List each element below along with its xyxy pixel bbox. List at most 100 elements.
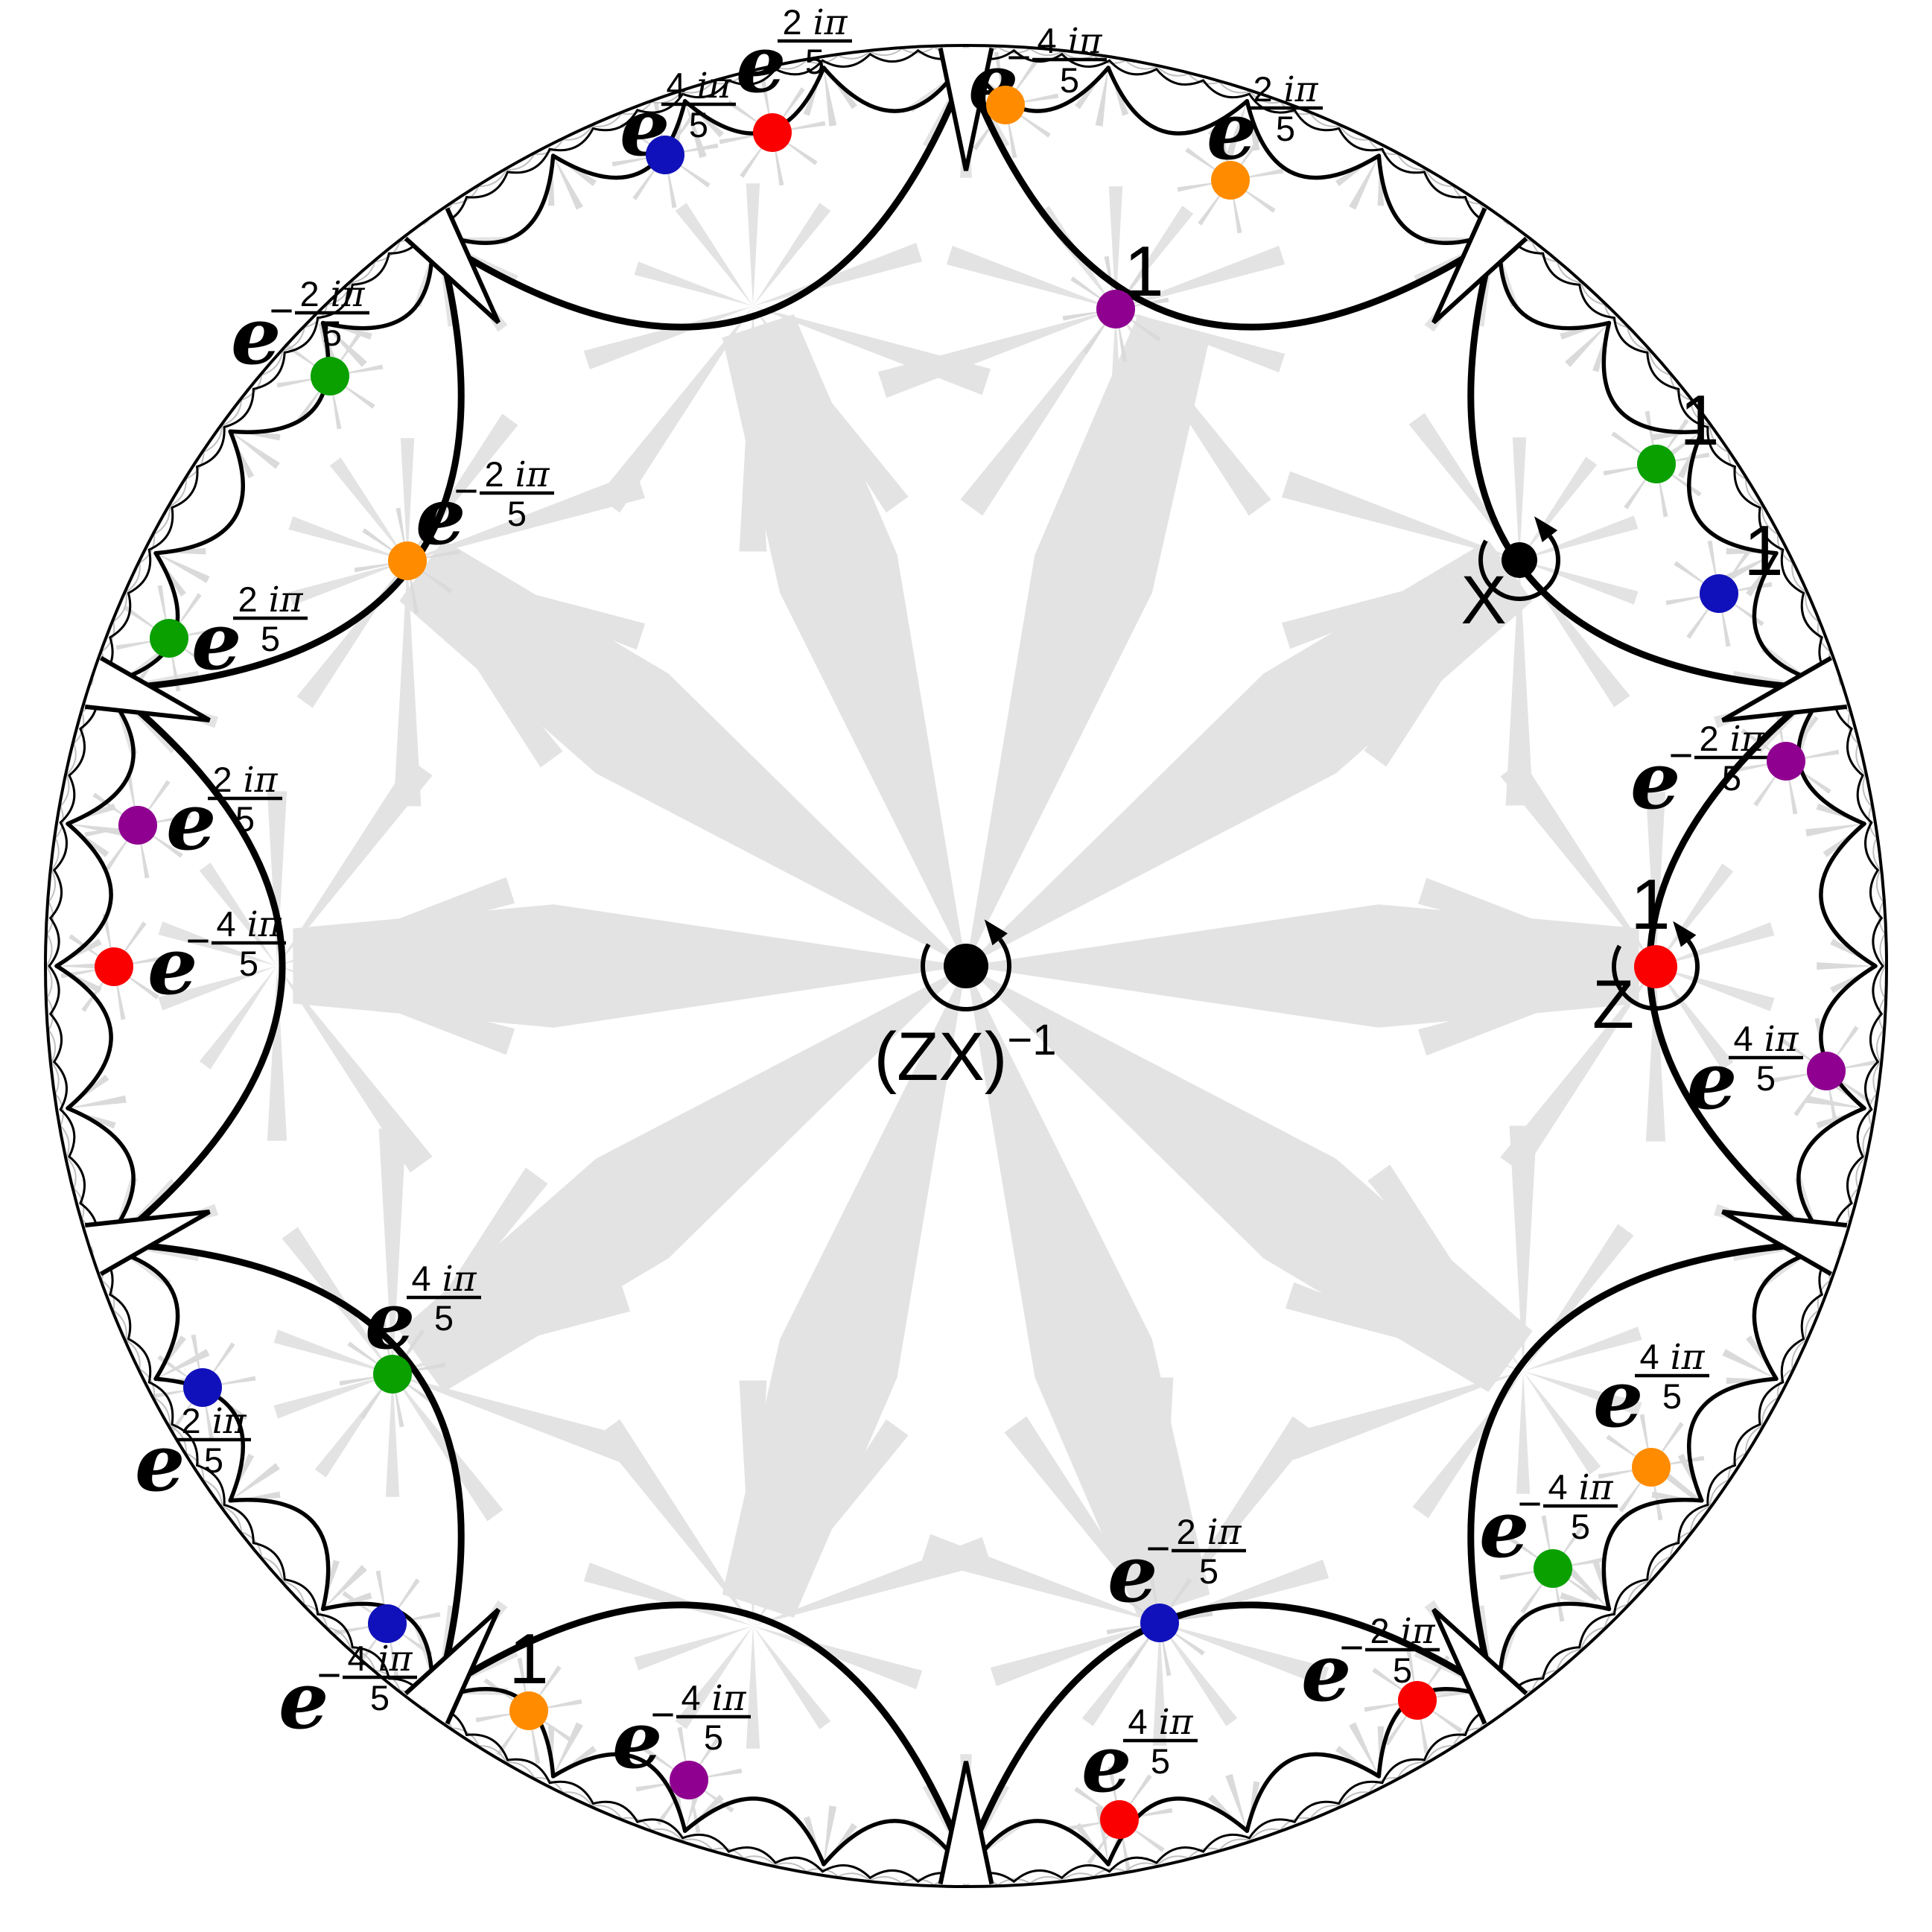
geodesic-arc — [1805, 591, 1820, 623]
geodesic-arc — [1029, 48, 1063, 57]
gray-ray — [273, 1329, 393, 1374]
geodesic-arc — [837, 1872, 871, 1881]
svg-text:−: − — [454, 467, 479, 514]
geodesic-arc — [1396, 1761, 1427, 1779]
gray-ray — [1349, 153, 1380, 210]
gray-ray — [407, 471, 646, 561]
geodesic-arc — [1452, 185, 1481, 205]
geodesic-arc — [681, 1833, 730, 1853]
geodesic-arc — [1744, 477, 1764, 507]
geodesic-arc — [1646, 1542, 1680, 1581]
svg-text:e: e — [612, 1693, 662, 1786]
geodesic-arc — [1531, 1669, 1558, 1691]
geodesic-arc — [1155, 1846, 1205, 1864]
gray-ray — [753, 1626, 831, 1729]
geodesic-arc — [1878, 900, 1885, 935]
geodesic-arc — [1780, 1338, 1805, 1384]
gray-ray — [1160, 1623, 1329, 1686]
geodesic-arc — [49, 1012, 63, 1064]
geodesic-arc — [1648, 350, 1671, 376]
geodesic-arc — [506, 1758, 551, 1785]
gray-ray — [1516, 1371, 1531, 1494]
geodesic-arc — [868, 1869, 920, 1883]
geodesic-arc — [47, 965, 53, 1000]
geodesic-arc — [1452, 1727, 1481, 1747]
svg-text:5: 5 — [1722, 758, 1741, 798]
vertex-dot-green-m2ipi5 — [311, 357, 349, 395]
geodesic-arc — [533, 1776, 564, 1793]
geodesic-arc — [168, 477, 188, 507]
gray-ray — [1565, 1565, 1611, 1611]
geodesic-arc — [1817, 1280, 1831, 1312]
geodesic-arc — [1338, 127, 1384, 152]
svg-text:2 iπ: 2 iπ — [1253, 69, 1318, 110]
geodesic-arc — [821, 53, 871, 68]
vertex-dot-purple-p4ipi5 — [1807, 1052, 1846, 1090]
geodesic-arc — [1879, 965, 1885, 1000]
geodesic-arc — [1780, 548, 1805, 594]
geodesic-arc — [48, 1029, 57, 1063]
geodesic-arc — [548, 127, 594, 152]
geodesic-arc — [196, 425, 226, 468]
geodesic-arc — [112, 1309, 127, 1341]
svg-text:4 iπ: 4 iπ — [681, 1678, 746, 1719]
svg-text:5: 5 — [235, 799, 255, 839]
geodesic-arc — [1202, 79, 1251, 99]
gray-ray — [277, 759, 433, 966]
geodesic-arc — [774, 1862, 807, 1872]
boundary-dots-layer — [95, 86, 1846, 1839]
geodesic-arc — [1864, 1061, 1879, 1111]
geodesic-arc — [51, 837, 60, 871]
geodesic-arc — [868, 49, 920, 63]
eigenvalue-label-exp: e2 iπ5 — [166, 760, 282, 868]
gray-ray — [921, 1534, 1160, 1623]
eigenvalue-label-exp: e− 2 iπ5 — [1301, 1611, 1440, 1719]
gray-ray — [1349, 1722, 1380, 1779]
svg-text:−: − — [1518, 1480, 1542, 1527]
geodesic-arc — [591, 112, 623, 127]
svg-text:5: 5 — [1199, 1551, 1218, 1591]
svg-text:e: e — [1687, 1034, 1737, 1127]
gray-ray — [1116, 246, 1286, 309]
vertex-dot-red-m2ipi5 — [1398, 1681, 1437, 1720]
svg-text:e: e — [736, 17, 786, 110]
geodesic-arc — [241, 1531, 263, 1558]
geodesic-arc — [374, 241, 401, 263]
geodesic-arc — [47, 900, 54, 935]
gray-ray — [1519, 560, 1639, 605]
geodesic-arc — [1155, 68, 1205, 86]
vertex-dot-blue-1 — [1700, 574, 1738, 613]
geodesic-arc — [1339, 125, 1370, 141]
geodesic-arc — [435, 1601, 970, 1867]
gray-ray — [675, 203, 753, 306]
geodesic-arc — [550, 1752, 687, 1833]
vertex-dot-red-p2ipi5 — [753, 113, 792, 152]
geodesic-arc — [1744, 1425, 1764, 1455]
svg-text:5: 5 — [689, 105, 708, 144]
geodesic-arc — [1868, 805, 1878, 839]
geodesic-arc — [54, 822, 113, 968]
svg-text:−: − — [1007, 34, 1032, 80]
gray-ray — [1519, 457, 1598, 560]
svg-text:−: − — [651, 1691, 676, 1738]
vertex-dot-blue-m2ipi5 — [1140, 1604, 1179, 1642]
svg-text:2 iπ: 2 iπ — [1699, 719, 1764, 760]
gray-ray — [288, 516, 407, 561]
svg-text:2 iπ: 2 iπ — [1176, 1512, 1242, 1553]
gray-ray — [407, 561, 646, 650]
cusp-notch — [938, 47, 994, 171]
geodesic-arc — [1093, 54, 1127, 64]
geodesic-arc — [101, 1280, 115, 1312]
vertex-dot-orange-m4ipi5 — [986, 86, 1025, 124]
geodesic-arc — [869, 1875, 903, 1884]
gray-ray — [1281, 471, 1519, 560]
svg-text:4 iπ: 4 iπ — [1639, 1337, 1705, 1378]
svg-text:5: 5 — [1662, 1376, 1682, 1416]
gray-ray — [1565, 321, 1611, 367]
vertex-dot-blue-p4ipi5 — [646, 136, 684, 174]
gray-ray — [753, 1626, 923, 1689]
geodesic-arc — [1218, 81, 1251, 94]
eigenvalue-label-exp: e− 4 iπ5 — [279, 1639, 417, 1747]
gray-ray — [990, 1623, 1160, 1686]
geodesic-arc — [1875, 869, 1884, 903]
